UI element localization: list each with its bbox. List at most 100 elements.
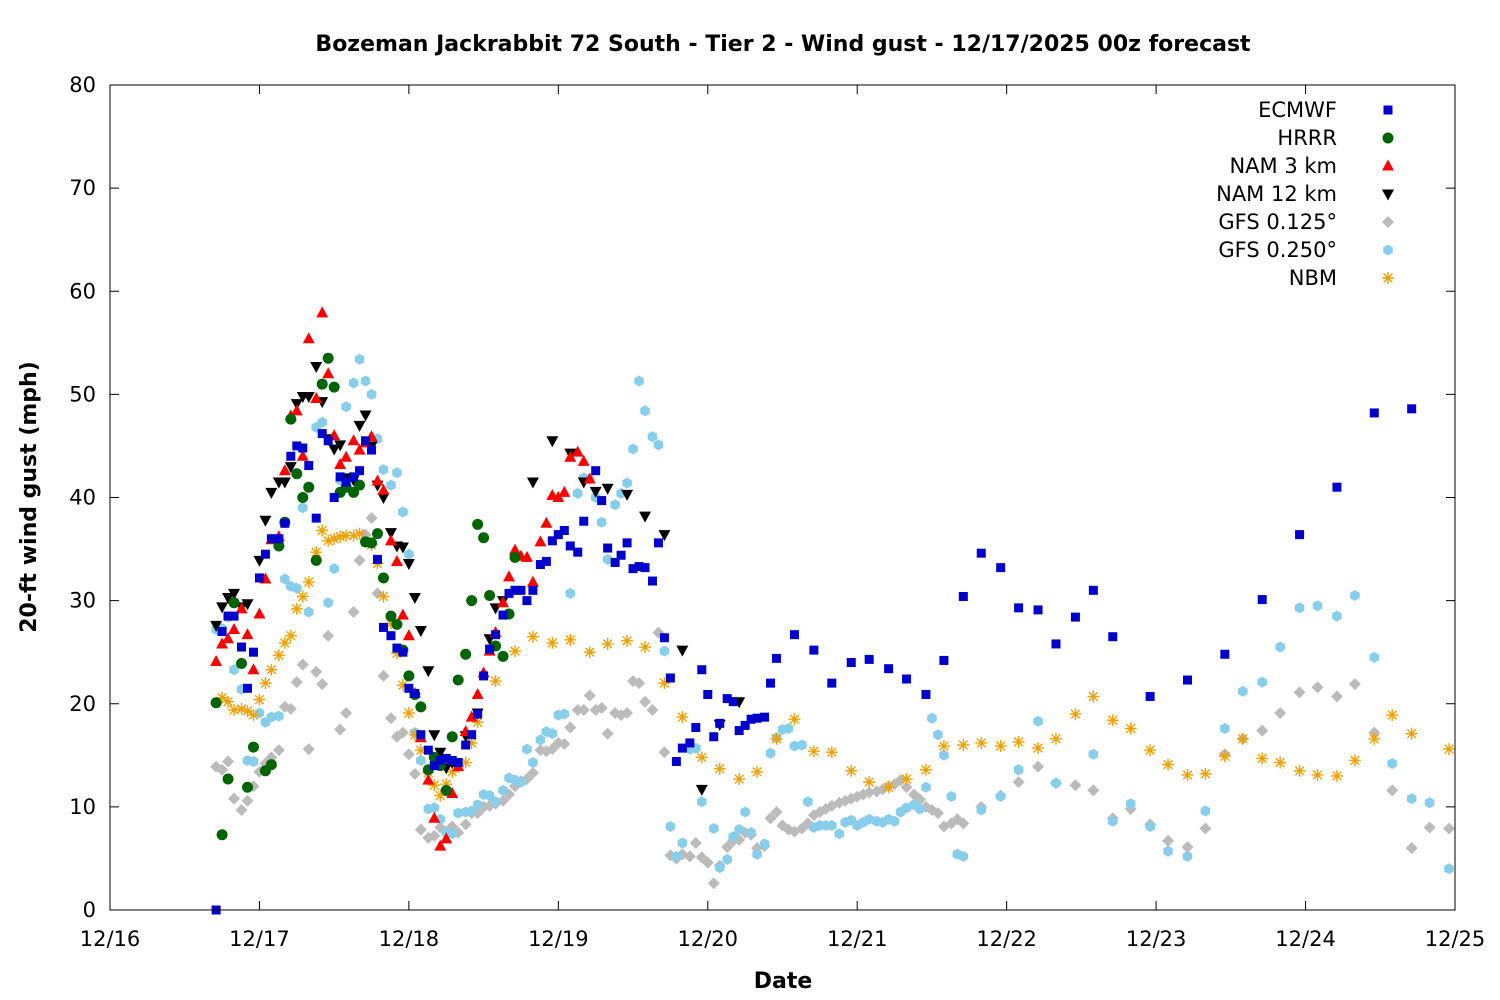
data-point <box>329 493 339 502</box>
data-point <box>259 515 272 527</box>
data-point <box>601 727 614 740</box>
data-point <box>291 468 303 480</box>
data-point <box>564 633 577 646</box>
data-point <box>634 375 644 387</box>
data-point <box>919 763 932 776</box>
series-gfs-0-125 <box>210 512 1456 890</box>
data-point <box>901 802 912 814</box>
data-point <box>353 443 366 455</box>
data-point <box>384 534 397 546</box>
y-axis-label: 20-ft wind gust (mph) <box>17 361 42 633</box>
data-point <box>467 730 477 740</box>
data-point <box>589 486 602 498</box>
data-point <box>290 676 303 689</box>
series-ecmwf <box>211 404 1417 915</box>
data-point <box>302 391 315 403</box>
data-point <box>571 445 584 457</box>
data-point <box>647 431 658 443</box>
data-point <box>921 689 931 699</box>
data-point <box>453 758 463 768</box>
data-point <box>347 605 360 618</box>
data-point <box>348 486 360 498</box>
axis-ticks: 12/16 12/17 12/18 12/19 12/20 12/21 12/22 12/23… <box>69 73 1485 951</box>
data-point <box>272 649 285 662</box>
data-point <box>996 563 1006 573</box>
data-point <box>228 588 241 600</box>
data-point <box>1012 735 1025 748</box>
data-point <box>957 739 970 751</box>
data-point <box>216 763 229 776</box>
y-tick-label: 30 <box>69 589 96 613</box>
data-point <box>728 831 738 843</box>
data-point <box>622 538 632 548</box>
data-point <box>329 563 339 575</box>
data-point <box>360 375 371 387</box>
data-point <box>322 534 335 547</box>
chart-title: Bozeman Jackrabbit 72 South - Tier 2 - W… <box>315 32 1251 57</box>
data-point <box>577 703 590 716</box>
data-point <box>404 548 414 560</box>
data-point <box>310 392 323 403</box>
x-tick-label: 12/20 <box>678 927 739 951</box>
data-point <box>272 744 285 757</box>
data-point <box>1274 707 1287 720</box>
legend-marker <box>1383 105 1393 115</box>
data-point <box>602 553 613 565</box>
data-point <box>1106 714 1119 727</box>
data-point <box>416 730 426 740</box>
data-point <box>659 645 670 657</box>
data-point <box>1069 779 1082 792</box>
data-point <box>1032 742 1045 755</box>
data-point <box>540 516 553 528</box>
data-point <box>595 701 608 714</box>
data-point <box>353 420 366 432</box>
data-point <box>546 743 559 756</box>
data-point <box>390 647 403 660</box>
data-point <box>1348 678 1361 691</box>
data-point <box>558 737 571 750</box>
data-point <box>565 541 575 551</box>
data-point <box>408 593 421 605</box>
data-point <box>751 765 764 778</box>
data-point <box>280 573 290 585</box>
data-point <box>447 828 457 840</box>
data-point <box>746 714 756 724</box>
data-point <box>863 786 876 799</box>
data-point <box>1257 595 1267 605</box>
data-point <box>396 726 409 739</box>
data-point <box>340 450 353 462</box>
data-point <box>414 626 427 638</box>
data-point <box>1256 724 1269 737</box>
data-point <box>435 755 445 765</box>
data-point <box>241 704 254 717</box>
data-point <box>541 556 551 566</box>
data-point <box>697 665 707 675</box>
data-point <box>366 537 378 549</box>
data-point <box>290 602 303 615</box>
data-point <box>825 746 838 759</box>
data-point <box>265 663 278 676</box>
legend-label: NBM <box>1289 266 1337 290</box>
data-point <box>975 736 988 749</box>
data-point <box>937 740 950 753</box>
x-tick-label: 12/19 <box>528 927 589 951</box>
data-point <box>216 829 228 841</box>
data-point <box>522 596 532 606</box>
data-point <box>789 740 800 752</box>
data-point <box>1330 769 1343 782</box>
data-point <box>1087 690 1100 703</box>
x-tick-label: 12/17 <box>229 927 290 951</box>
data-point <box>809 645 819 655</box>
data-point <box>253 693 266 706</box>
data-point <box>223 611 233 621</box>
data-point <box>639 695 652 708</box>
legend-marker <box>1382 189 1394 201</box>
data-point <box>520 550 533 562</box>
data-point <box>889 815 900 827</box>
data-point <box>564 721 577 734</box>
data-point <box>317 416 327 428</box>
data-point <box>222 695 235 708</box>
data-point <box>565 587 576 599</box>
data-point <box>685 738 695 748</box>
data-point <box>471 716 484 729</box>
